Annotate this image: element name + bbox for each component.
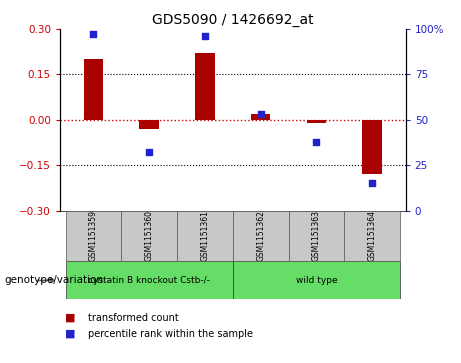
Bar: [233, 211, 289, 261]
Bar: [121, 211, 177, 261]
Point: [368, 180, 376, 186]
Text: GSM1151361: GSM1151361: [201, 211, 209, 261]
Text: transformed count: transformed count: [88, 313, 178, 323]
Bar: [362, 120, 382, 174]
Text: percentile rank within the sample: percentile rank within the sample: [88, 329, 253, 339]
Bar: [139, 120, 159, 129]
Text: GSM1151364: GSM1151364: [368, 211, 377, 261]
Bar: [251, 114, 271, 120]
Text: cystatin B knockout Cstb-/-: cystatin B knockout Cstb-/-: [88, 276, 210, 285]
Text: ■: ■: [65, 313, 75, 323]
Bar: [65, 261, 233, 299]
Bar: [195, 53, 215, 120]
Text: ■: ■: [65, 329, 75, 339]
Text: wild type: wild type: [296, 276, 337, 285]
Bar: [83, 59, 103, 120]
Text: GSM1151363: GSM1151363: [312, 211, 321, 261]
Bar: [289, 211, 344, 261]
Point: [313, 139, 320, 144]
Point: [146, 150, 153, 155]
Text: genotype/variation: genotype/variation: [5, 276, 104, 285]
Bar: [233, 261, 400, 299]
Bar: [177, 211, 233, 261]
Text: GSM1151359: GSM1151359: [89, 211, 98, 261]
Text: GSM1151362: GSM1151362: [256, 211, 265, 261]
Text: GSM1151360: GSM1151360: [145, 211, 154, 261]
Point: [257, 111, 264, 117]
Title: GDS5090 / 1426692_at: GDS5090 / 1426692_at: [152, 13, 313, 26]
Bar: [307, 120, 326, 123]
Point: [201, 33, 209, 39]
Bar: [344, 211, 400, 261]
Point: [90, 32, 97, 37]
Bar: [65, 211, 121, 261]
